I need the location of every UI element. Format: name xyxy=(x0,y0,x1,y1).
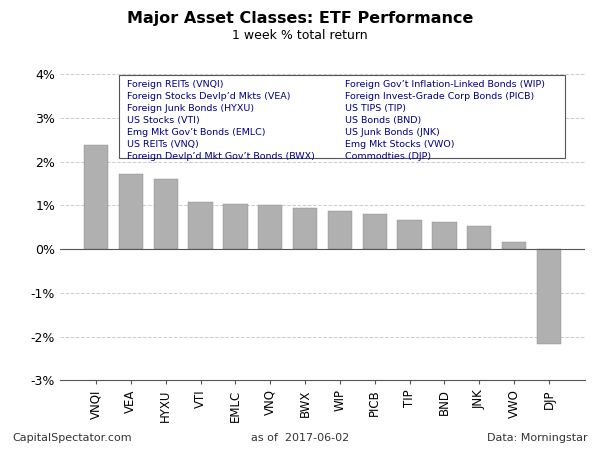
Text: Major Asset Classes: ETF Performance: Major Asset Classes: ETF Performance xyxy=(127,11,473,26)
Bar xyxy=(188,202,213,249)
Text: Commodties (DJP): Commodties (DJP) xyxy=(345,152,431,161)
Text: CapitalSpectator.com: CapitalSpectator.com xyxy=(12,433,131,443)
Bar xyxy=(84,145,108,249)
Text: US Stocks (VTI): US Stocks (VTI) xyxy=(127,116,200,125)
Text: Emg Mkt Stocks (VWO): Emg Mkt Stocks (VWO) xyxy=(345,140,455,149)
Text: Foreign Devlp’d Mkt Gov’t Bonds (BWX): Foreign Devlp’d Mkt Gov’t Bonds (BWX) xyxy=(127,152,315,161)
Bar xyxy=(362,214,387,249)
Text: as of  2017-06-02: as of 2017-06-02 xyxy=(251,433,349,443)
Text: Data: Morningstar: Data: Morningstar xyxy=(487,433,588,443)
Text: Emg Mkt Gov’t Bonds (EMLC): Emg Mkt Gov’t Bonds (EMLC) xyxy=(127,128,266,137)
Bar xyxy=(502,242,526,249)
Bar xyxy=(328,211,352,249)
Text: US TIPS (TIP): US TIPS (TIP) xyxy=(345,104,406,113)
Text: US Bonds (BND): US Bonds (BND) xyxy=(345,116,421,125)
Bar xyxy=(258,205,283,249)
Text: Foreign Junk Bonds (HYXU): Foreign Junk Bonds (HYXU) xyxy=(127,104,254,113)
Bar xyxy=(293,207,317,249)
Bar xyxy=(467,226,491,249)
Bar xyxy=(223,204,248,249)
Text: Foreign REITs (VNQI): Foreign REITs (VNQI) xyxy=(127,80,224,89)
Text: US REITs (VNQ): US REITs (VNQ) xyxy=(127,140,199,149)
Bar xyxy=(154,179,178,249)
Bar xyxy=(432,221,457,249)
Text: Foreign Invest-Grade Corp Bonds (PICB): Foreign Invest-Grade Corp Bonds (PICB) xyxy=(345,92,535,101)
Text: 1 week % total return: 1 week % total return xyxy=(232,29,368,42)
Text: Foreign Gov’t Inflation-Linked Bonds (WIP): Foreign Gov’t Inflation-Linked Bonds (WI… xyxy=(345,80,545,89)
Bar xyxy=(119,174,143,249)
Text: US Junk Bonds (JNK): US Junk Bonds (JNK) xyxy=(345,128,440,137)
FancyBboxPatch shape xyxy=(119,75,565,158)
Bar xyxy=(397,220,422,249)
Bar xyxy=(537,249,561,344)
Text: Foreign Stocks Devlp’d Mkts (VEA): Foreign Stocks Devlp’d Mkts (VEA) xyxy=(127,92,291,101)
